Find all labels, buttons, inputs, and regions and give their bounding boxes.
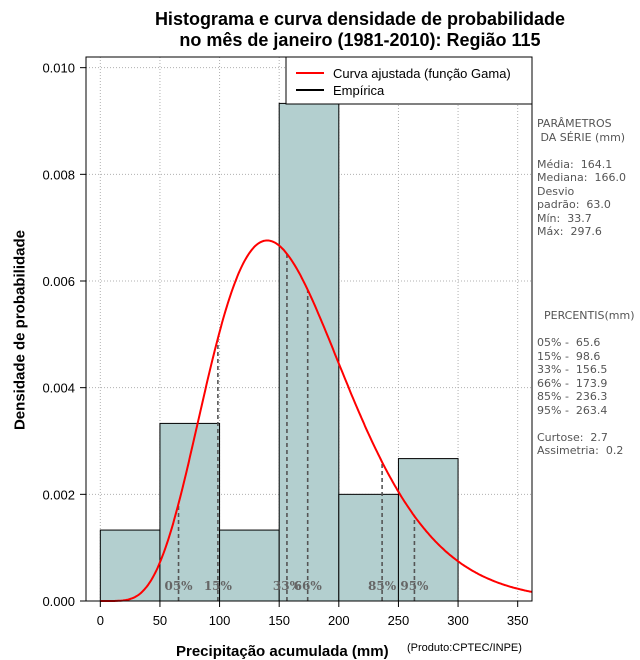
x-tick-label: 200 — [328, 613, 350, 628]
histogram-bar-1 — [99, 529, 161, 602]
percentiles-panel: PERCENTIS(mm) 05% - 65.6 15% - 98.6 33% … — [537, 309, 635, 457]
percentile-label-05: 05% — [164, 579, 193, 593]
percentile-label-33: 33% — [273, 579, 302, 593]
x-axis-label: Precipitação acumulada (mm) — [176, 643, 389, 660]
y-tick-label: 0.004 — [42, 381, 75, 396]
x-tick-label: 250 — [388, 613, 410, 628]
product-credit: (Produto:CPTEC/INPE) — [407, 642, 522, 654]
legend-label-1: Curva ajustada (função Gama) — [333, 66, 511, 81]
y-tick-label: 0.008 — [42, 167, 75, 182]
percentile-label-95: 95% — [400, 579, 429, 593]
legend-label-2: Empírica — [333, 83, 385, 98]
percentile-label-66: 66% — [294, 579, 323, 593]
percentile-label-15: 15% — [204, 579, 233, 593]
histogram-bar-2 — [159, 422, 221, 602]
y-axis-label: Densidade de probabilidade — [11, 229, 29, 431]
x-tick-label: 0 — [97, 613, 104, 628]
y-tick-label: 0.000 — [42, 594, 75, 609]
chart-title-line-1: Histograma e curva densidade de probabil… — [154, 9, 566, 29]
x-tick-label: 300 — [447, 613, 469, 628]
histogram-bar-4 — [278, 102, 340, 602]
percentile-label-85: 85% — [368, 579, 397, 593]
y-tick-label: 0.006 — [42, 274, 75, 289]
series-parameters-panel: PARÂMETROS DA SÉRIE (mm) Média: 164.1 Me… — [537, 117, 626, 238]
x-tick-label: 100 — [209, 613, 231, 628]
x-tick-label: 50 — [153, 613, 167, 628]
y-tick-label: 0.010 — [42, 61, 75, 76]
y-tick-label: 0.002 — [42, 487, 75, 502]
gamma-fit-curve — [100, 239, 533, 602]
x-tick-label: 150 — [268, 613, 290, 628]
x-tick-label: 350 — [507, 613, 529, 628]
legend-box — [285, 56, 533, 105]
chart-title-line-2: no mês de janeiro (1981-2010): Região 11… — [179, 30, 541, 50]
histogram-bar-5 — [338, 493, 399, 602]
